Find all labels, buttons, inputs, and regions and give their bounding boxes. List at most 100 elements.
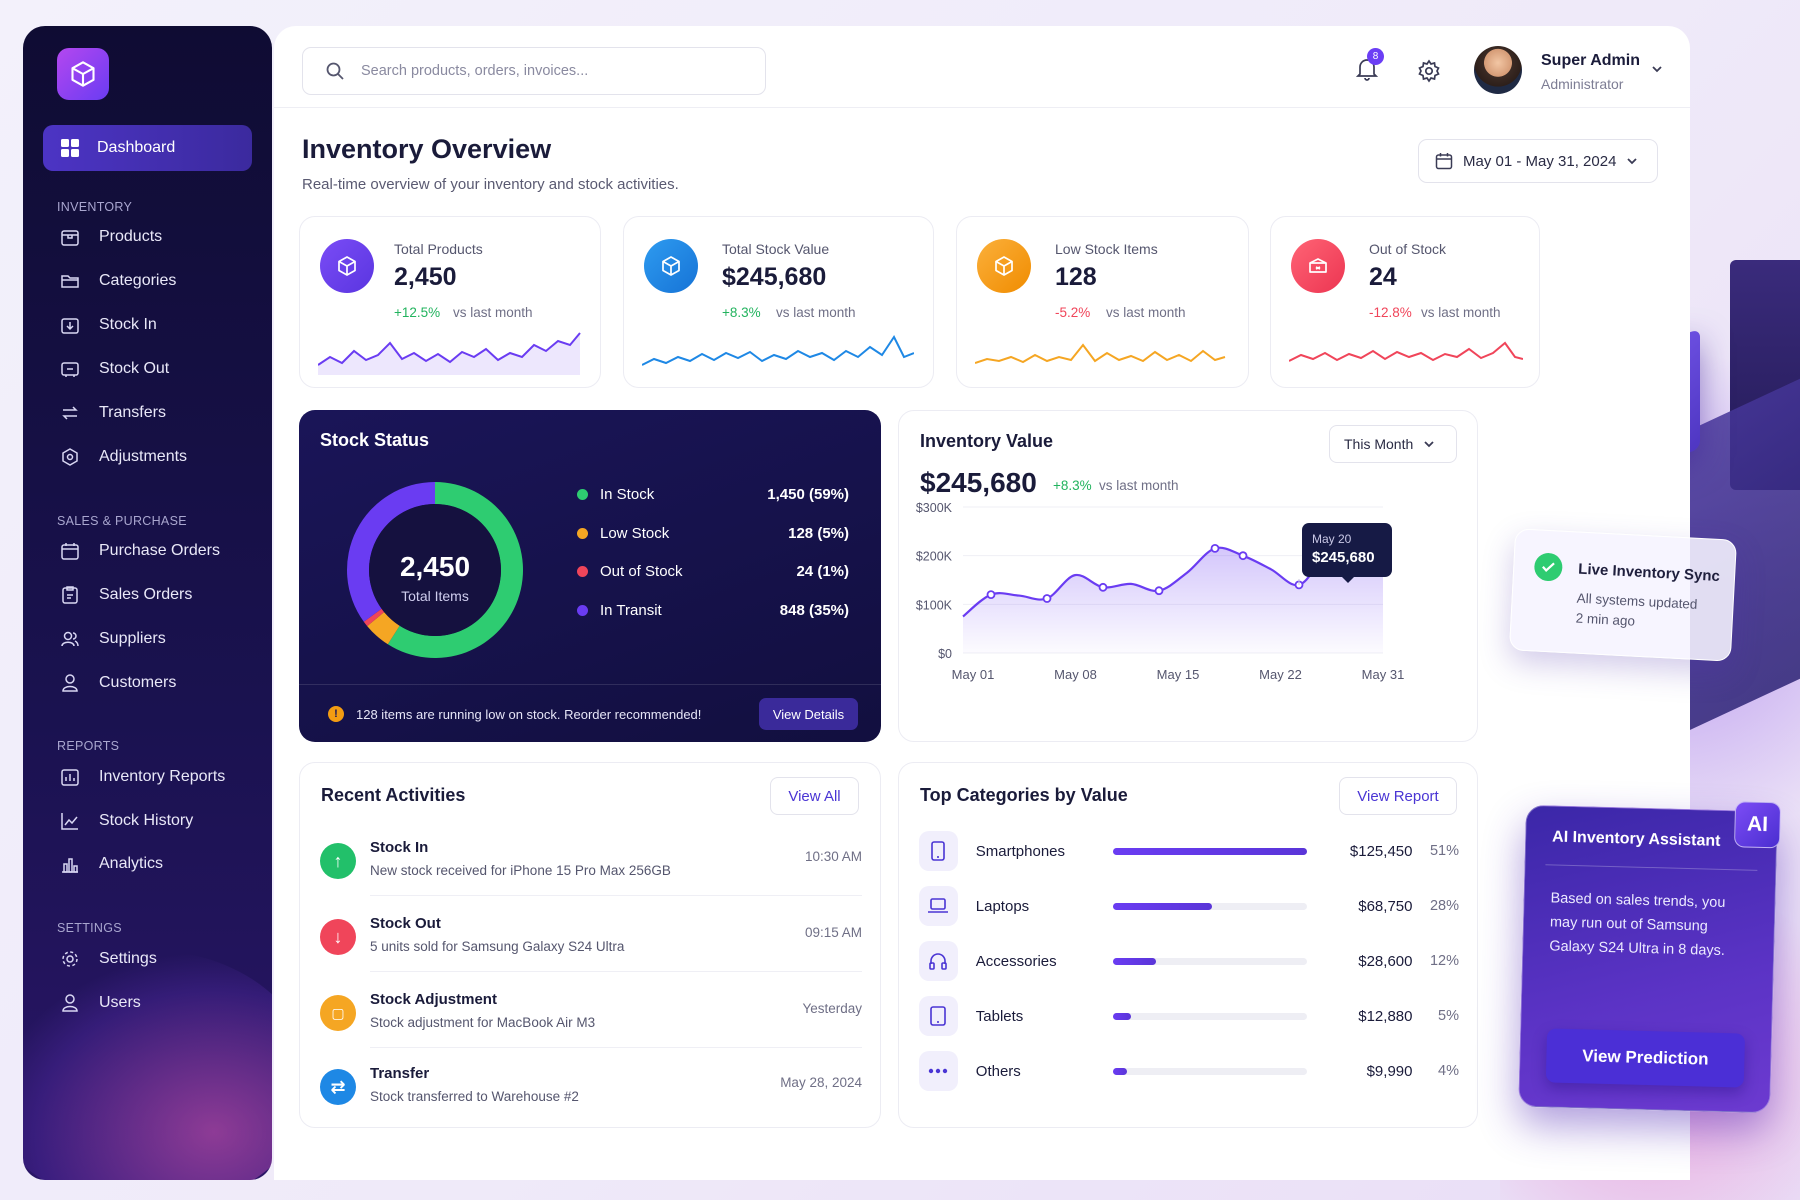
- data-point[interactable]: [986, 590, 996, 599]
- user-role: Administrator: [1541, 76, 1624, 92]
- search-icon: [326, 62, 344, 80]
- stock-donut-chart: [347, 482, 523, 658]
- search-input[interactable]: [361, 63, 741, 79]
- category-row[interactable]: Accessories $28,600 12%: [919, 941, 1459, 981]
- activity-item[interactable]: ↑ Stock In New stock received for iPhone…: [320, 833, 862, 909]
- category-bar: [1113, 1012, 1308, 1020]
- avatar[interactable]: [1474, 46, 1522, 94]
- arrow-up-icon: ↑: [320, 843, 356, 879]
- category-row[interactable]: Others $9,990 4%: [919, 1051, 1459, 1091]
- data-point[interactable]: [1154, 586, 1164, 596]
- sidebar-item-stock-in[interactable]: Stock In: [59, 310, 157, 340]
- activity-item[interactable]: ↓ Stock Out 5 units sold for Samsung Gal…: [320, 909, 862, 985]
- category-bar: [1113, 1067, 1308, 1075]
- date-range-picker[interactable]: May 01 - May 31, 2024: [1418, 139, 1658, 183]
- data-point[interactable]: [1210, 543, 1220, 553]
- activity-item[interactable]: ⇄ Transfer Stock transferred to Warehous…: [320, 1059, 862, 1135]
- sidebar-item-stock-history[interactable]: Stock History: [59, 806, 193, 836]
- stat-card-out-of-stock[interactable]: Out of Stock 24 -12.8% vs last month: [1270, 216, 1540, 388]
- x-tick-label: May 15: [1157, 667, 1200, 682]
- x-tick-label: May 31: [1362, 667, 1405, 682]
- data-point[interactable]: [1238, 551, 1248, 561]
- inventory-change: +8.3%: [1053, 478, 1092, 493]
- sidebar-item-purchase-orders[interactable]: Purchase Orders: [59, 536, 220, 566]
- sidebar-item-products[interactable]: Products: [59, 222, 162, 252]
- notifications-button[interactable]: 8: [1350, 48, 1384, 86]
- y-tick-label: $0: [938, 647, 952, 661]
- sparkline: [318, 332, 581, 375]
- category-row[interactable]: Laptops $68,750 28%: [919, 886, 1459, 926]
- page-title: Inventory Overview: [302, 134, 552, 164]
- sync-title: Live Inventory Sync: [1577, 560, 1721, 586]
- sync-time: 2 min ago: [1575, 610, 1636, 629]
- sidebar-item-categories[interactable]: Categories: [59, 266, 176, 296]
- stat-change: -5.2%: [1055, 305, 1091, 320]
- sidebar-item-analytics[interactable]: Analytics: [59, 849, 163, 879]
- sidebar-item-inventory-reports[interactable]: Inventory Reports: [59, 762, 225, 792]
- chevron-down-icon[interactable]: [1650, 62, 1664, 76]
- donut-segment-out-of-stock: [363, 608, 385, 627]
- view-details-button[interactable]: View Details: [759, 698, 858, 730]
- stat-value: 2,450: [394, 263, 457, 291]
- ai-assistant-card: AI AI Inventory Assistant Based on sales…: [1518, 801, 1782, 1114]
- view-prediction-button[interactable]: View Prediction: [1545, 1028, 1746, 1088]
- sidebar-item-stock-out[interactable]: Stock Out: [59, 354, 169, 384]
- settings-button[interactable]: [1412, 54, 1446, 88]
- sidebar-item-customers[interactable]: Customers: [59, 668, 176, 698]
- package-alert-icon: [1291, 239, 1345, 293]
- category-row[interactable]: Smartphones $125,450 51%: [919, 831, 1459, 871]
- inventory-value: $245,680: [920, 467, 1037, 498]
- card-title: Stock Status: [320, 430, 430, 450]
- donut-segment-in-transit: [347, 482, 435, 622]
- category-bar: [1113, 957, 1308, 965]
- sidebar-item-dashboard[interactable]: Dashboard: [43, 125, 252, 171]
- notification-badge: 8: [1367, 48, 1384, 65]
- sidebar-item-users[interactable]: Users: [59, 988, 141, 1018]
- stat-change: -12.8%: [1369, 305, 1412, 320]
- report-chart-icon: [59, 766, 81, 788]
- dashboard-grid-icon: [61, 139, 79, 157]
- stock-out-icon: [59, 358, 81, 380]
- check-icon: [1533, 552, 1564, 582]
- stat-change: +12.5%: [394, 305, 441, 320]
- sidebar-item-settings[interactable]: Settings: [59, 944, 157, 974]
- card-title: Top Categories by Value: [920, 785, 1128, 805]
- view-report-button[interactable]: View Report: [1339, 777, 1457, 815]
- sidebar-item-adjustments[interactable]: Adjustments: [59, 442, 187, 472]
- stat-card-total-stock-value[interactable]: Total Stock Value $245,680 +8.3% vs last…: [623, 216, 934, 388]
- transfer-icon: ⇄: [320, 1069, 356, 1105]
- period-select[interactable]: This Month: [1329, 425, 1457, 463]
- stat-card-low-stock[interactable]: Low Stock Items 128 -5.2% vs last month: [956, 216, 1249, 388]
- ai-title: AI Inventory Assistant: [1551, 828, 1721, 850]
- sidebar-item-suppliers[interactable]: Suppliers: [59, 624, 166, 654]
- sidebar-item-transfers[interactable]: Transfers: [59, 398, 166, 428]
- donut-total-label: Total Items: [401, 588, 469, 604]
- data-point[interactable]: [1098, 582, 1108, 592]
- category-row[interactable]: Tablets $12,880 5%: [919, 996, 1459, 1036]
- activity-item[interactable]: ▢ Stock Adjustment Stock adjustment for …: [320, 985, 862, 1061]
- stat-vs: vs last month: [1421, 305, 1501, 320]
- stat-card-total-products[interactable]: Total Products 2,450 +12.5% vs last mont…: [299, 216, 601, 388]
- donut-total: 2,450: [399, 551, 471, 582]
- app-logo-icon[interactable]: [57, 48, 109, 100]
- sidebar-item-sales-orders[interactable]: Sales Orders: [59, 580, 192, 610]
- user-name[interactable]: Super Admin: [1541, 52, 1640, 69]
- legend-in-stock: In Stock 1,450 (59%): [577, 483, 849, 505]
- legend-out-of-stock: Out of Stock 24 (1%): [577, 560, 849, 582]
- view-all-button[interactable]: View All: [770, 777, 859, 815]
- smartphone-icon: [919, 831, 958, 871]
- live-sync-widget: Live Inventory Sync All systems updated …: [1508, 528, 1738, 662]
- recent-activities-card: Recent Activities View All ↑ Stock In Ne…: [299, 762, 881, 1128]
- more-dots-icon: [919, 1051, 958, 1091]
- data-point[interactable]: [1042, 594, 1052, 603]
- low-stock-alert: 128 items are running low on stock. Reor…: [356, 707, 702, 722]
- card-title: Inventory Value: [920, 431, 1054, 451]
- calendar-icon: [59, 540, 81, 562]
- users-group-icon: [59, 628, 81, 650]
- y-tick-label: $300K: [916, 501, 953, 515]
- sidebar: Dashboard INVENTORY Products Categories …: [23, 26, 272, 1180]
- transfer-arrows-icon: [59, 402, 81, 424]
- chevron-down-icon: [1424, 441, 1434, 448]
- search-box[interactable]: [302, 47, 766, 95]
- category-bar: [1113, 902, 1308, 910]
